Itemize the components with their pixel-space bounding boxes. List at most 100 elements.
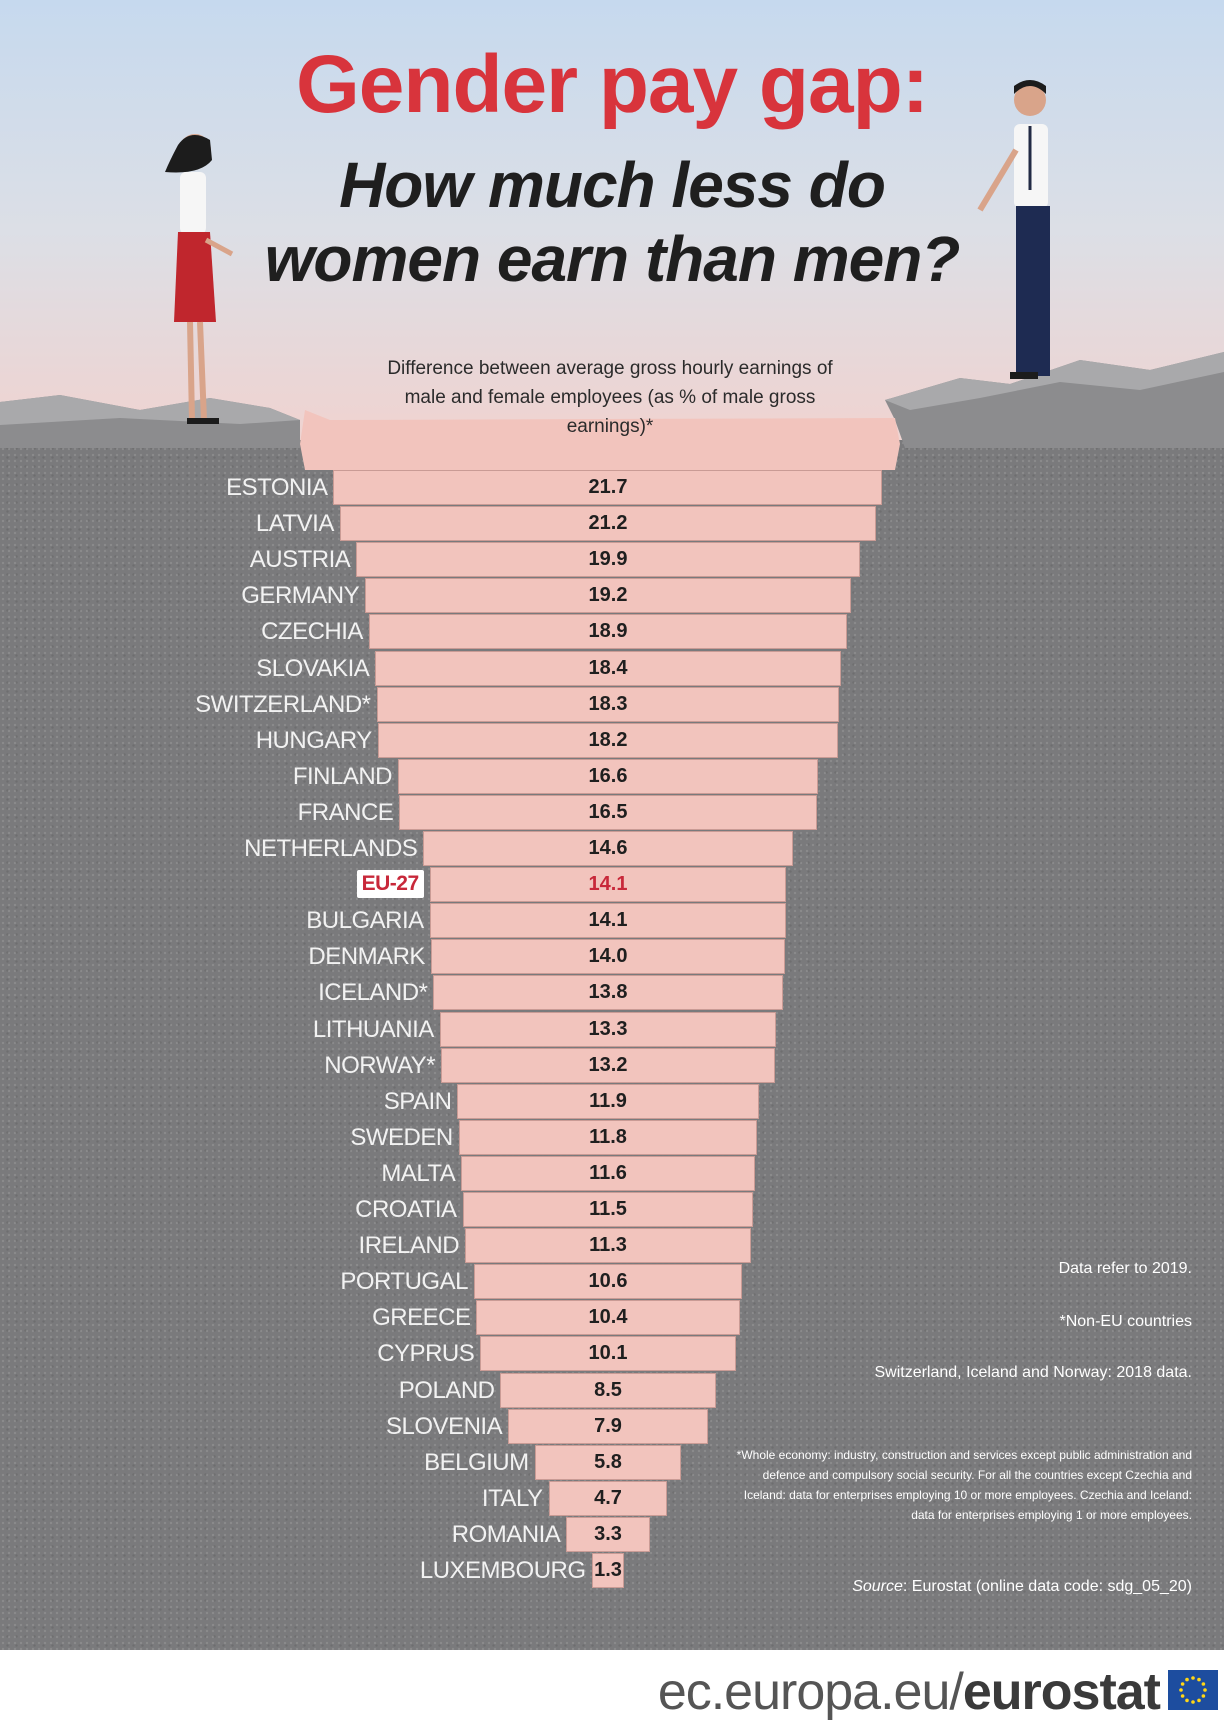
category-label: ROMANIA <box>451 1520 561 1548</box>
bar-value-label: 18.4 <box>588 656 628 679</box>
note-data-year: Data refer to 2019. <box>1058 1260 1192 1277</box>
bar-poland <box>500 1372 716 1408</box>
note-older-data: Switzerland, Iceland and Norway: 2018 da… <box>874 1364 1192 1381</box>
note-non-eu: *Non-EU countries <box>1059 1313 1193 1330</box>
bar-lithuania <box>439 1011 777 1047</box>
url-brand: eurostat <box>962 1663 1161 1721</box>
source-text: : Eurostat (online data code: sdg_05_20) <box>902 1578 1192 1595</box>
category-label: SPAIN <box>383 1087 452 1115</box>
bar-france <box>399 794 817 830</box>
category-label: CROATIA <box>355 1196 457 1223</box>
category-label: SWITZERLAND* <box>195 690 371 718</box>
category-label: IRELAND <box>358 1232 460 1260</box>
bar-value-label: 13.3 <box>588 1017 628 1040</box>
bar-eu-27 <box>429 867 787 903</box>
footer: ec.europa.eu/eurostat <box>0 1650 1224 1736</box>
category-label: LUXEMBOURG <box>419 1557 586 1584</box>
bar-belgium <box>534 1444 682 1480</box>
bar-sweden <box>458 1119 758 1155</box>
bar-ireland <box>465 1228 751 1264</box>
eu-star <box>1191 1676 1195 1680</box>
bar-greece <box>476 1300 740 1336</box>
bar-value-label: 21.7 <box>588 476 628 498</box>
bar-portugal <box>473 1264 743 1300</box>
category-label: CYPRUS <box>377 1340 475 1368</box>
category-label: AUSTRIA <box>249 546 351 574</box>
bar-italy <box>548 1480 668 1516</box>
category-label: SLOVAKIA <box>256 654 370 682</box>
bar-value-label: 21.2 <box>588 512 628 535</box>
url-prefix: ec.europa.eu/ <box>657 1663 964 1721</box>
category-label: GREECE <box>372 1304 471 1332</box>
bar-value-label: 5.8 <box>594 1450 622 1473</box>
bar-chart: 21.7 ESTONIA 21.2 LATVIA 19.9 AUSTRIA 19.2 GERM… <box>195 470 883 1588</box>
bar-value-label: 14.0 <box>588 945 628 968</box>
bar-value-label: 1.3 <box>594 1559 622 1581</box>
bar-luxembourg <box>591 1553 625 1588</box>
bar-value-label: 8.5 <box>594 1378 622 1401</box>
chart-description: Difference between average gross hourly … <box>387 358 833 437</box>
bar-value-label: 11.8 <box>589 1125 627 1148</box>
bar-slovenia <box>508 1408 708 1444</box>
source-label: Source <box>852 1578 903 1595</box>
eu-star <box>1185 1677 1189 1682</box>
category-label: PORTUGAL <box>340 1268 468 1296</box>
bar-value-label: 10.1 <box>588 1342 628 1365</box>
bar-value-label: 16.6 <box>588 764 628 787</box>
category-label: HUNGARY <box>255 726 373 754</box>
bar-spain <box>457 1083 759 1119</box>
category-label: POLAND <box>398 1376 495 1404</box>
bar-estonia <box>333 470 883 505</box>
bar-value-label: 13.8 <box>588 981 628 1004</box>
bar-bulgaria <box>429 903 787 939</box>
category-label: ICELAND* <box>318 979 428 1007</box>
eu-flag-icon <box>1168 1670 1218 1710</box>
bar-value-label: 7.9 <box>594 1414 622 1437</box>
bar-finland <box>398 758 818 794</box>
eu-star <box>1180 1682 1185 1686</box>
bar-value-label: 11.5 <box>589 1198 627 1220</box>
left-cliff-top <box>0 395 300 425</box>
bar-value-label: 14.1 <box>588 909 628 932</box>
category-label: FRANCE <box>297 798 394 826</box>
bar-switzerland- <box>376 686 840 722</box>
bar-malta <box>461 1155 755 1191</box>
eu-star <box>1191 1700 1195 1704</box>
bar-value-label: 3.3 <box>594 1522 622 1545</box>
category-label: ITALY <box>481 1484 543 1512</box>
category-label: MALTA <box>381 1159 456 1187</box>
bar-value-label: 18.3 <box>588 692 628 715</box>
terrain <box>0 80 1224 470</box>
bar-value-label: 11.9 <box>589 1089 627 1112</box>
bar-value-label: 18.9 <box>588 620 628 643</box>
bar-denmark <box>430 939 786 975</box>
bar-norway- <box>441 1047 775 1083</box>
bar-value-label: 16.5 <box>588 800 628 823</box>
right-cliff-top <box>885 352 1224 410</box>
bar-value-label: 14.1 <box>588 873 628 896</box>
bar-value-label: 10.6 <box>588 1270 628 1293</box>
chart-title: Gender pay gap: <box>295 39 929 130</box>
bar-value-label: 10.4 <box>588 1306 628 1329</box>
category-label: FINLAND <box>292 762 393 790</box>
bar-czechia <box>368 614 848 650</box>
eu-star <box>1201 1694 1206 1698</box>
chart-subtitle-line1: How much less do <box>339 149 886 221</box>
eu-star <box>1203 1688 1207 1692</box>
pit-top <box>300 410 900 470</box>
eurostat-url[interactable]: ec.europa.eu/eurostat <box>657 1662 1161 1722</box>
bar-netherlands <box>423 831 793 866</box>
category-label: CZECHIA <box>261 618 363 646</box>
eu-star <box>1197 1698 1201 1703</box>
bar-romania <box>566 1516 650 1552</box>
category-label: ESTONIA <box>226 474 328 501</box>
bar-value-label: 11.3 <box>589 1234 627 1257</box>
category-label: SWEDEN <box>350 1123 453 1151</box>
woman-figure <box>165 134 234 424</box>
eu-star <box>1201 1682 1206 1686</box>
bar-cyprus <box>480 1336 736 1372</box>
category-label: BELGIUM <box>424 1448 529 1476</box>
category-label: EU-27 <box>356 870 424 899</box>
bar-value-label: 18.2 <box>588 728 628 751</box>
bar-value-label: 14.6 <box>588 837 628 859</box>
